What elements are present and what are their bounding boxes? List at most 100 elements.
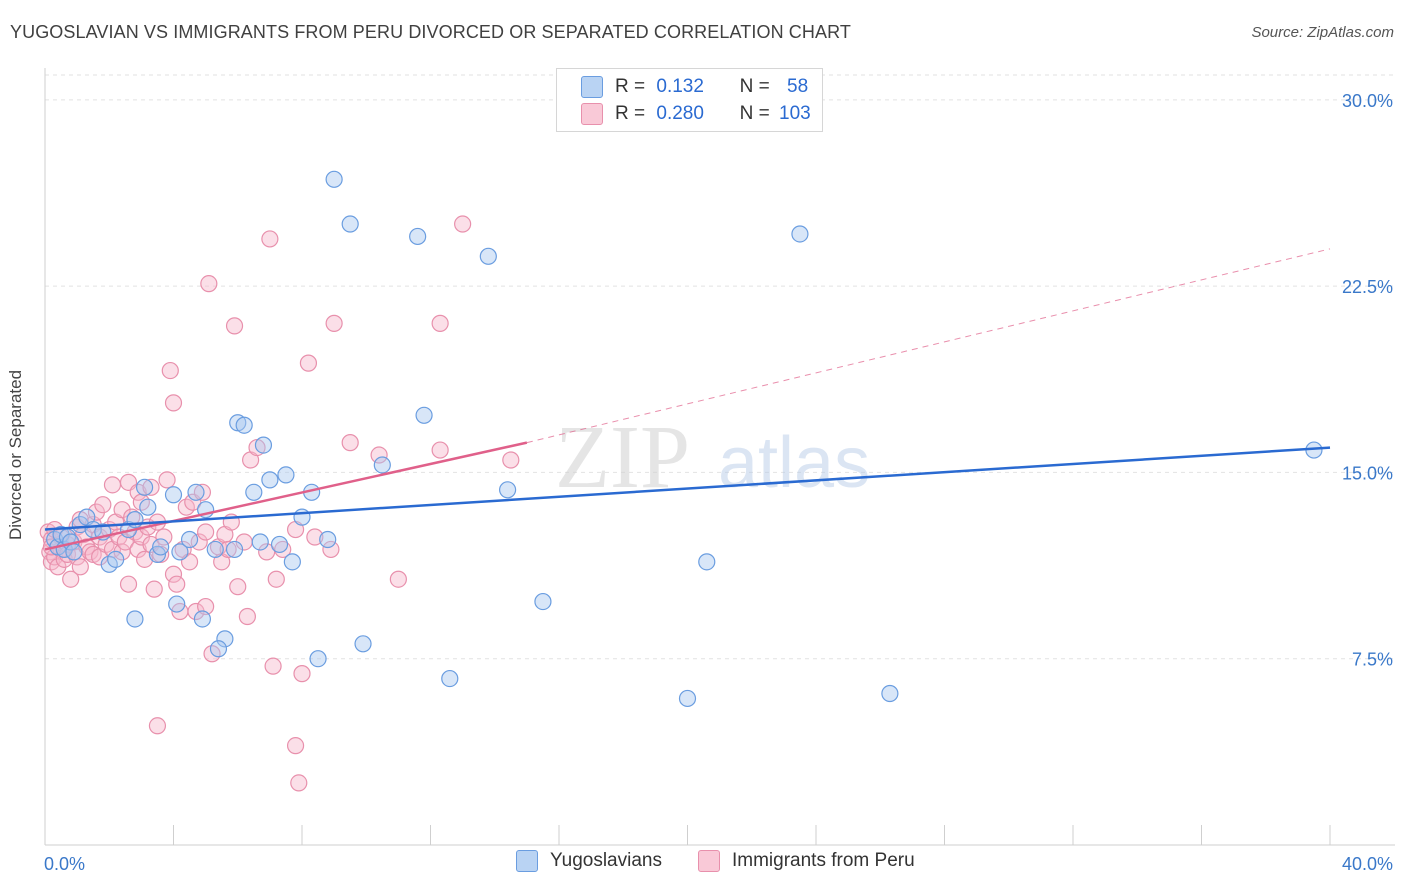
x-tick-label: 0.0% [44,854,85,874]
peru-point [502,451,520,469]
yugoslavian-point [107,550,125,568]
yugoslavian-point [251,533,269,551]
yugoslavian-point [245,483,263,501]
yugoslavian-point [206,540,224,559]
legend-swatch-blue [581,76,603,98]
peru-point [135,550,154,568]
yugoslavian-point [254,436,273,454]
yugoslavian-point [341,215,359,233]
peru-point [431,314,449,332]
peru-point [148,717,167,735]
y-tick-label: 15.0% [1342,463,1393,483]
peru-point [299,354,318,372]
legend-item-peru[interactable]: Immigrants from Peru [698,850,915,872]
axis-layer [44,68,1395,846]
peru-point [286,737,305,755]
peru-point [103,476,122,494]
peru-point [200,275,218,293]
peru-point [145,580,163,598]
peru-point [119,575,138,593]
peru-point [164,565,183,583]
yugoslavian-point [193,610,212,628]
watermark: ZIP atlas [555,408,870,507]
y-tick-label: 22.5% [1342,277,1393,297]
legend-stats-blue: R = 0.132 N = 58 [615,76,808,98]
peru-point [454,215,472,233]
legend-label-yugoslavians: Yugoslavians [550,850,662,871]
legend-label-peru: Immigrants from Peru [732,850,915,871]
legend-item-yugoslavians[interactable]: Yugoslavians [516,850,662,872]
yugoslavian-point [171,543,189,561]
peru-point [164,394,183,412]
peru-point [306,528,324,546]
yugoslavian-point [441,669,459,688]
peru-point [62,570,80,588]
legend-stats-pink: R = 0.280 N = 103 [615,103,811,125]
yugoslavian-point [216,630,234,648]
peru-point [322,540,340,559]
yugoslavian-point [325,170,343,188]
peru-point [219,540,237,559]
yugoslavian-point [187,483,205,501]
peru-point [341,434,359,452]
peru-point [168,575,186,593]
yugoslavian-trend-line [44,446,1331,531]
n-label: N = [739,76,776,97]
legend-swatch-peru [698,850,720,872]
yugoslavian-point [293,508,311,526]
correlation-legend: R = 0.132 N = 58 R = 0.280 N = 103 [556,68,823,132]
yugoslavian-point [209,640,228,658]
peru-point [267,570,285,588]
yugoslavian-point [225,540,244,559]
yugoslavian-point [135,478,154,496]
yugoslavian-point [168,595,186,613]
yugoslavian-point [409,227,427,246]
watermark-atlas: atlas [718,423,870,503]
legend-row-yugoslavians: R = 0.132 N = 58 [557,74,822,100]
yugoslavian-point [319,530,337,549]
yugoslavian-points [46,170,1323,708]
yugoslavian-point [479,247,497,265]
yugoslavian-point [270,535,289,554]
yugoslavian-point [235,416,253,434]
legend-swatch-yugoslavians [516,850,538,872]
yugoslavian-point [499,481,517,499]
yugoslavian-point [373,456,391,474]
y-axis-title: Divorced or Separated [6,369,25,541]
yugoslavian-point [277,466,295,484]
peru-point [370,446,388,464]
peru-point [264,657,282,675]
peru-point [238,607,256,626]
yugoslavian-point [534,592,552,611]
peru-trend-extension [526,248,1331,444]
yugoslavian-point [152,538,170,556]
peru-point [325,314,343,332]
yugoslavian-point [180,530,199,549]
legend-swatch-pink [581,103,603,125]
n-label: N = [739,103,776,124]
peru-point [225,317,244,335]
peru-point [229,578,247,596]
peru-point [197,523,215,541]
peru-point [161,361,179,380]
yugoslavian-point [678,689,697,708]
peru-point [94,496,112,514]
peru-point [193,483,212,501]
chart-title: YUGOSLAVIAN VS IMMIGRANTS FROM PERU DIVO… [10,22,851,42]
r-value: 0.132 [656,76,704,97]
r-label: R = [615,76,651,97]
peru-point [293,665,311,683]
peru-point [158,471,176,489]
yugoslavian-point [164,486,183,504]
yugoslavian-point [126,610,144,628]
yugoslavian-point [65,543,83,561]
peru-point [431,441,449,459]
yugoslavian-point [139,498,157,516]
peru-point [261,230,279,248]
peru-point [142,478,160,496]
n-value: 103 [779,103,811,124]
grid-layer [45,74,1395,660]
yugoslavian-point [283,553,301,571]
peru-point [71,558,89,576]
